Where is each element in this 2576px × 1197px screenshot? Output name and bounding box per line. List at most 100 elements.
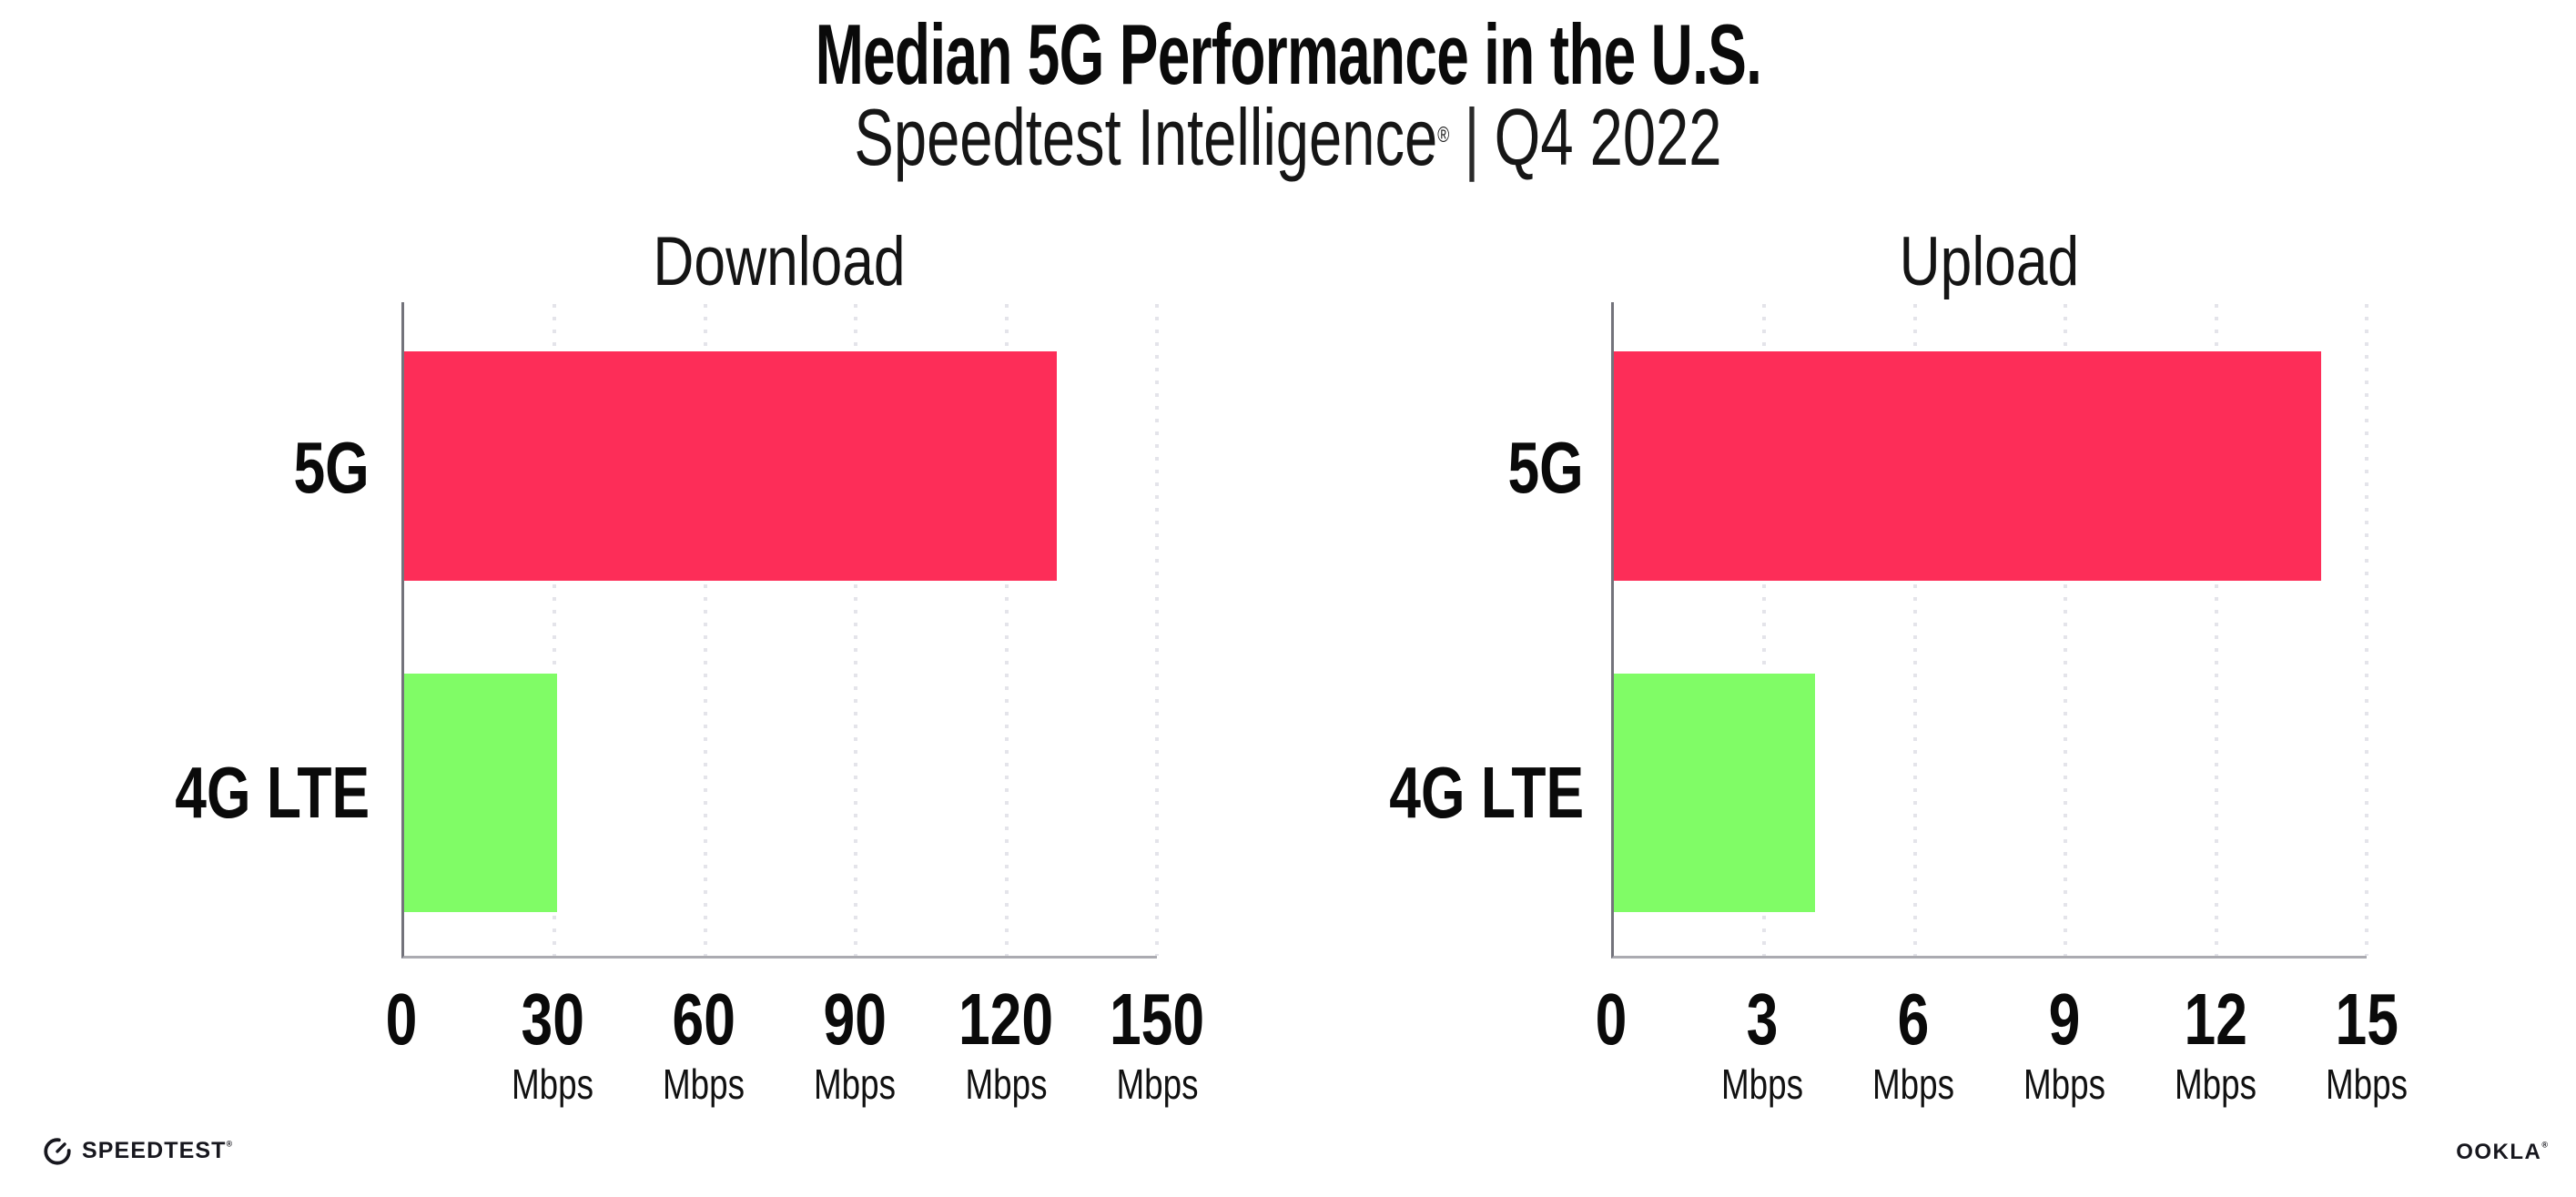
x-tick: 90 Mbps — [804, 981, 906, 1108]
tick-unit-text: Mbps — [512, 1060, 593, 1108]
tick-unit: Mbps — [1711, 1061, 1813, 1107]
tick-number: 30 — [502, 981, 603, 1058]
gridline — [854, 304, 858, 956]
download-plot-area — [401, 302, 1159, 959]
tick-unit: Mbps — [1862, 1061, 1964, 1107]
page-subtitle-text: Speedtest Intelligence® | Q4 2022 — [854, 91, 1721, 184]
tick-number-text: 150 — [1109, 979, 1205, 1060]
tick-unit — [381, 1061, 422, 1107]
x-tick: 60 Mbps — [653, 979, 755, 1108]
download-category-label-4g-lte: 4G LTE — [0, 751, 370, 835]
gridline — [703, 304, 707, 956]
tick-number: 120 — [945, 981, 1066, 1058]
tick-unit-text: Mbps — [1872, 1060, 1954, 1108]
tick-unit: Mbps — [502, 1061, 603, 1107]
tick-unit: Mbps — [945, 1061, 1066, 1107]
tick-unit: Mbps — [653, 1061, 755, 1107]
download-x-axis-ticks: 0 30 Mbps 60 Mbps 90 Mbps 120 Mbps 150 M… — [386, 979, 1204, 1118]
tick-unit: Mbps — [2165, 1061, 2267, 1107]
tick-number: 0 — [1591, 981, 1632, 1058]
ookla-wordmark: OOKLA — [2456, 1140, 2542, 1164]
page-title: Median 5G Performance in the U.S. — [0, 5, 2576, 104]
upload-x-axis-ticks: 0 3 Mbps 6 Mbps 9 Mbps 12 Mbps 15 Mbps — [1596, 981, 2408, 1118]
page-subtitle: Speedtest Intelligence® | Q4 2022 — [0, 91, 2576, 184]
download-bar-5g — [404, 351, 1057, 581]
tick-number: 0 — [381, 981, 422, 1058]
tick-unit: Mbps — [2316, 1061, 2418, 1107]
tick-number: 9 — [2013, 981, 2115, 1058]
subtitle-period: Q4 2022 — [1494, 92, 1722, 182]
x-tick: 6 Mbps — [1862, 981, 1964, 1108]
tick-number-text: 60 — [672, 979, 735, 1060]
tick-unit-text: Mbps — [2326, 1060, 2408, 1108]
upload-chart-title: Upload — [1611, 222, 2367, 301]
tick-unit: Mbps — [1096, 1061, 1217, 1107]
upload-bar-4g-lte — [1614, 674, 1815, 912]
tick-unit — [1591, 1061, 1632, 1107]
tick-number-text: 15 — [2335, 979, 2399, 1060]
x-tick: 3 Mbps — [1711, 981, 1813, 1108]
tick-unit: Mbps — [804, 1061, 906, 1107]
tick-unit-text: Mbps — [965, 1060, 1047, 1108]
tick-number: 90 — [804, 981, 906, 1058]
download-chart-title-text: Download — [653, 223, 906, 300]
upload-plot-area — [1611, 302, 2368, 959]
tick-unit-text: Mbps — [814, 1060, 896, 1108]
tick-number-text: 0 — [1595, 979, 1628, 1060]
x-tick: 150 Mbps — [1096, 981, 1217, 1108]
category-label-text: 4G LTE — [175, 752, 370, 833]
upload-category-label-4g-lte: 4G LTE — [1214, 751, 1584, 835]
category-label-text: 5G — [293, 427, 370, 508]
tick-number-text: 120 — [958, 979, 1054, 1060]
gridline — [1155, 304, 1159, 956]
gridline — [2214, 304, 2218, 956]
tick-number-text: 12 — [2184, 979, 2247, 1060]
tick-number: 6 — [1862, 981, 1964, 1058]
tick-number-text: 3 — [1746, 979, 1779, 1060]
gridline — [553, 304, 557, 956]
tick-number-text: 90 — [823, 979, 887, 1060]
tick-unit-text: Mbps — [1116, 1060, 1198, 1108]
speedtest-wordmark-text: SPEEDTEST — [82, 1137, 227, 1163]
x-tick: 0 — [1591, 981, 1632, 1107]
page-title-text: Median 5G Performance in the U.S. — [815, 6, 1761, 102]
tick-number: 150 — [1096, 981, 1217, 1058]
subtitle-separator: | — [1464, 92, 1480, 182]
upload-bar-5g — [1614, 351, 2322, 581]
gridline — [1912, 304, 1917, 956]
subtitle-product: Speedtest Intelligence — [854, 92, 1438, 182]
speedtest-wordmark: SPEEDTEST® — [82, 1138, 232, 1164]
x-tick: 12 Mbps — [2165, 981, 2267, 1108]
x-tick: 0 — [381, 981, 422, 1107]
download-bar-4g-lte — [404, 674, 557, 912]
ookla-registered-mark: ® — [2541, 1140, 2548, 1150]
gridline — [2365, 304, 2368, 956]
tick-number: 15 — [2316, 981, 2418, 1058]
upload-category-label-5g: 5G — [1214, 426, 1584, 510]
speedtest-logo: SPEEDTEST® — [42, 1135, 232, 1166]
x-tick: 15 Mbps — [2316, 981, 2418, 1108]
ookla-logo: OOKLA® — [2456, 1140, 2548, 1165]
tick-number-text: 0 — [385, 979, 418, 1060]
upload-chart-title-text: Upload — [1899, 223, 2079, 300]
tick-number: 12 — [2165, 981, 2267, 1058]
tick-unit-text: Mbps — [663, 1060, 745, 1108]
x-tick: 120 Mbps — [945, 981, 1066, 1108]
gridline — [1762, 304, 1767, 956]
tick-number-text: 9 — [2048, 979, 2081, 1060]
tick-number-text: 6 — [1897, 979, 1930, 1060]
gridline — [2064, 304, 2068, 956]
category-label-text: 5G — [1507, 427, 1584, 508]
tick-unit-text: Mbps — [1721, 1060, 1803, 1108]
category-label-text: 4G LTE — [1389, 752, 1584, 833]
download-category-label-5g: 5G — [0, 426, 370, 510]
x-tick: 9 Mbps — [2013, 981, 2115, 1108]
tick-unit-text: Mbps — [2175, 1060, 2257, 1108]
tick-number: 3 — [1711, 981, 1813, 1058]
subtitle-registered-mark: ® — [1437, 123, 1450, 148]
download-chart-title: Download — [401, 222, 1157, 301]
tick-unit: Mbps — [2013, 1061, 2115, 1107]
tick-unit-text: Mbps — [2023, 1060, 2105, 1108]
speedtest-registered-mark: ® — [226, 1138, 233, 1148]
